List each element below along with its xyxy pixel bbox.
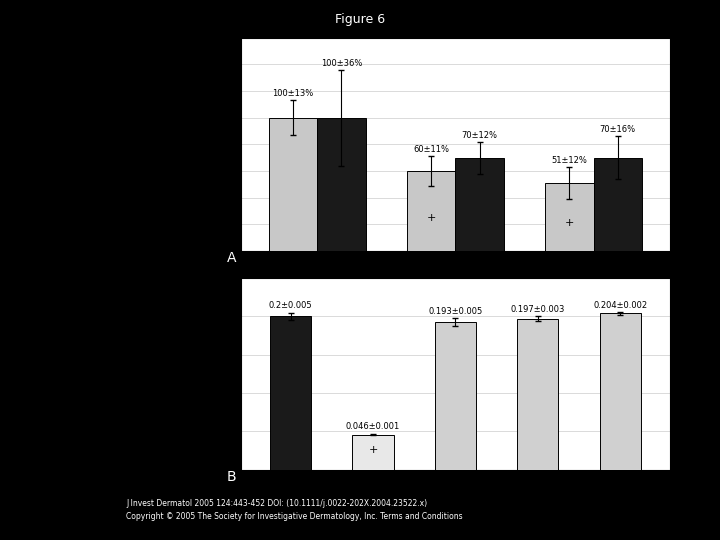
Text: Figure 6: Figure 6	[335, 14, 385, 26]
Bar	[517, 319, 559, 470]
Text: Copyright © 2005 The Society for Investigative Dermatology, Inc. Terms and Condi: Copyright © 2005 The Society for Investi…	[126, 512, 463, 521]
Text: 0.046±0.001: 0.046±0.001	[346, 422, 400, 431]
Text: 70±12%: 70±12%	[462, 131, 498, 140]
Bar	[407, 171, 455, 251]
Bar	[270, 316, 311, 470]
Text: A: A	[227, 251, 236, 265]
Text: 100±36%: 100±36%	[320, 59, 362, 68]
Text: 0.2±0.005: 0.2±0.005	[269, 301, 312, 310]
Text: 60±11%: 60±11%	[413, 145, 449, 154]
Y-axis label: creatine kinase activity normalized
on untreated control: creatine kinase activity normalized on u…	[136, 65, 156, 224]
Text: 51±12%: 51±12%	[552, 156, 588, 165]
Bar	[593, 158, 642, 251]
Bar	[600, 313, 641, 470]
Bar	[455, 158, 504, 251]
Text: J Invest Dermatol 2005 124:443-452 DOI: (10.1111/j.0022-202X.2004.23522.x): J Invest Dermatol 2005 124:443-452 DOI: …	[126, 500, 427, 509]
Bar	[545, 183, 593, 251]
Text: ELSEVIER: ELSEVIER	[45, 515, 78, 520]
Text: B: B	[227, 470, 236, 484]
Text: +: +	[369, 446, 378, 455]
Bar	[352, 435, 394, 470]
Text: 0.204±0.002: 0.204±0.002	[593, 301, 647, 309]
Bar	[318, 118, 366, 251]
Text: 0.193±0.005: 0.193±0.005	[428, 307, 482, 316]
Text: +: +	[564, 218, 574, 227]
Text: 100±13%: 100±13%	[272, 90, 314, 98]
Text: +: +	[426, 213, 436, 222]
Text: 0.197±0.003: 0.197±0.003	[510, 305, 565, 314]
Y-axis label: absorption: absorption	[171, 348, 181, 400]
Text: 70±16%: 70±16%	[600, 125, 636, 134]
Bar	[269, 118, 318, 251]
Bar	[435, 322, 476, 470]
